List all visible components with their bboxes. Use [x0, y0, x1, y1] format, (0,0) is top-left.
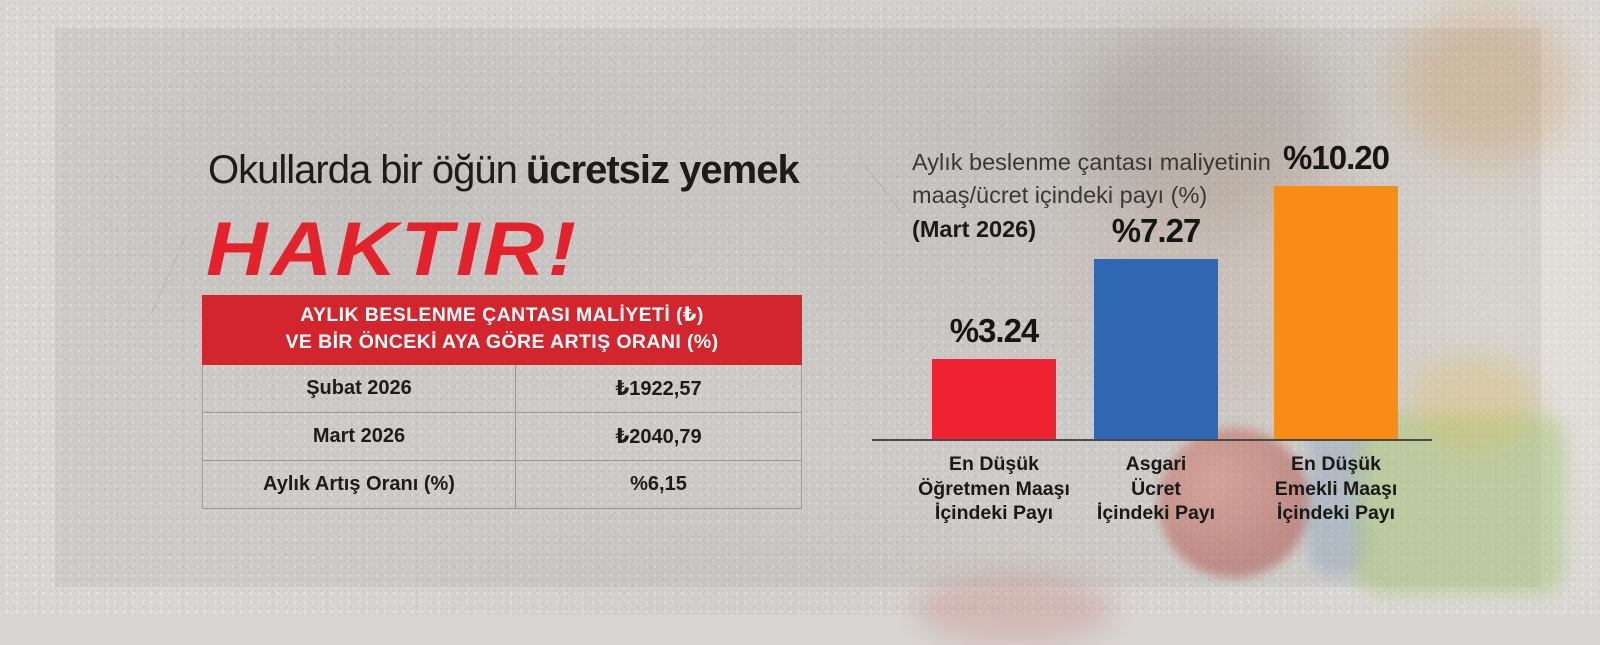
chart-baseline [872, 439, 1432, 441]
faded-lunchbox-photo [1355, 415, 1565, 595]
table-header-line2: VE BİR ÖNCEKİ AYA GÖRE ARTIŞ ORANI (%) [285, 331, 719, 354]
bar [1094, 259, 1218, 439]
bar-value-label: %10.20 [1283, 139, 1390, 176]
faded-apple-photo [1158, 428, 1310, 578]
faded-food-photo [1408, 355, 1538, 450]
bar-category-label: En Düşük Öğretmen Maaşı İçindeki Payı [879, 452, 1109, 526]
bar [932, 359, 1056, 439]
chart-title-line1: Aylık beslenme çantası maliyetinin [912, 149, 1271, 175]
row-label: Şubat 2026 [203, 364, 516, 412]
headline-emphasis: HAKTIR! [206, 207, 580, 292]
headline: Okullarda bir öğün ücretsiz yemek [208, 148, 800, 193]
faded-bread-photo [1395, 5, 1575, 165]
bar-category-line: Emekli Maaşı [1274, 477, 1398, 500]
table-row: Aylık Artış Oranı (%) %6,15 [203, 460, 801, 508]
row-value: %6,15 [630, 472, 687, 495]
bar-category-line: En Düşük [1291, 453, 1381, 475]
bar-category-label: En Düşük Emekli Maaşı İçindeki Payı [1221, 452, 1451, 526]
bar-category-line: Öğretmen Maaşı [918, 477, 1070, 500]
bar-category-label: Asgari Ücret İçindeki Payı [1041, 452, 1271, 526]
table-header: AYLIK BESLENME ÇANTASI MALİYETİ (₺) VE B… [202, 295, 802, 365]
bar-value-label: %7.27 [1111, 212, 1202, 249]
bar-category-line: En Düşük [949, 453, 1039, 475]
row-value: ₺2040,79 [615, 425, 702, 448]
table-row: Mart 2026 ₺2040,79 [203, 412, 801, 461]
faded-food-photo [915, 575, 1115, 645]
bar-category-line: Ücret [1131, 477, 1181, 500]
table-row: Şubat 2026 ₺1922,57 [203, 364, 801, 413]
chart-subtitle: (Mart 2026) [912, 215, 1037, 242]
bar-category-line: Asgari [1125, 453, 1187, 475]
bar-column: %3.24 [932, 312, 1056, 439]
bar-category-line: İçindeki Payı [1276, 502, 1396, 525]
headline-bold: ücretsiz yemek [525, 148, 800, 192]
headline-regular: Okullarda bir öğün [208, 148, 518, 192]
bar-column: %10.20 [1274, 139, 1398, 439]
bar [1274, 186, 1398, 439]
table-body: Şubat 2026 ₺1922,57 Mart 2026 ₺2040,79 A… [202, 364, 802, 509]
bar-category-line: İçindeki Payı [934, 502, 1054, 525]
bar-category-line: İçindeki Payı [1096, 502, 1216, 525]
row-label: Aylık Artış Oranı (%) [203, 460, 516, 508]
cost-table: AYLIK BESLENME ÇANTASI MALİYETİ (₺) VE B… [202, 295, 802, 509]
row-value: ₺1922,57 [615, 377, 702, 400]
row-label: Mart 2026 [203, 412, 516, 460]
table-header-line1: AYLIK BESLENME ÇANTASI MALİYETİ (₺) [300, 304, 704, 326]
chart-title-line2: maaş/ücret içindeki payı (%) [912, 182, 1208, 209]
bar-column: %7.27 [1094, 212, 1218, 439]
bar-value-label: %3.24 [949, 312, 1040, 349]
chart-title: Aylık beslenme çantası maliyetinin maaş/… [912, 146, 1271, 246]
